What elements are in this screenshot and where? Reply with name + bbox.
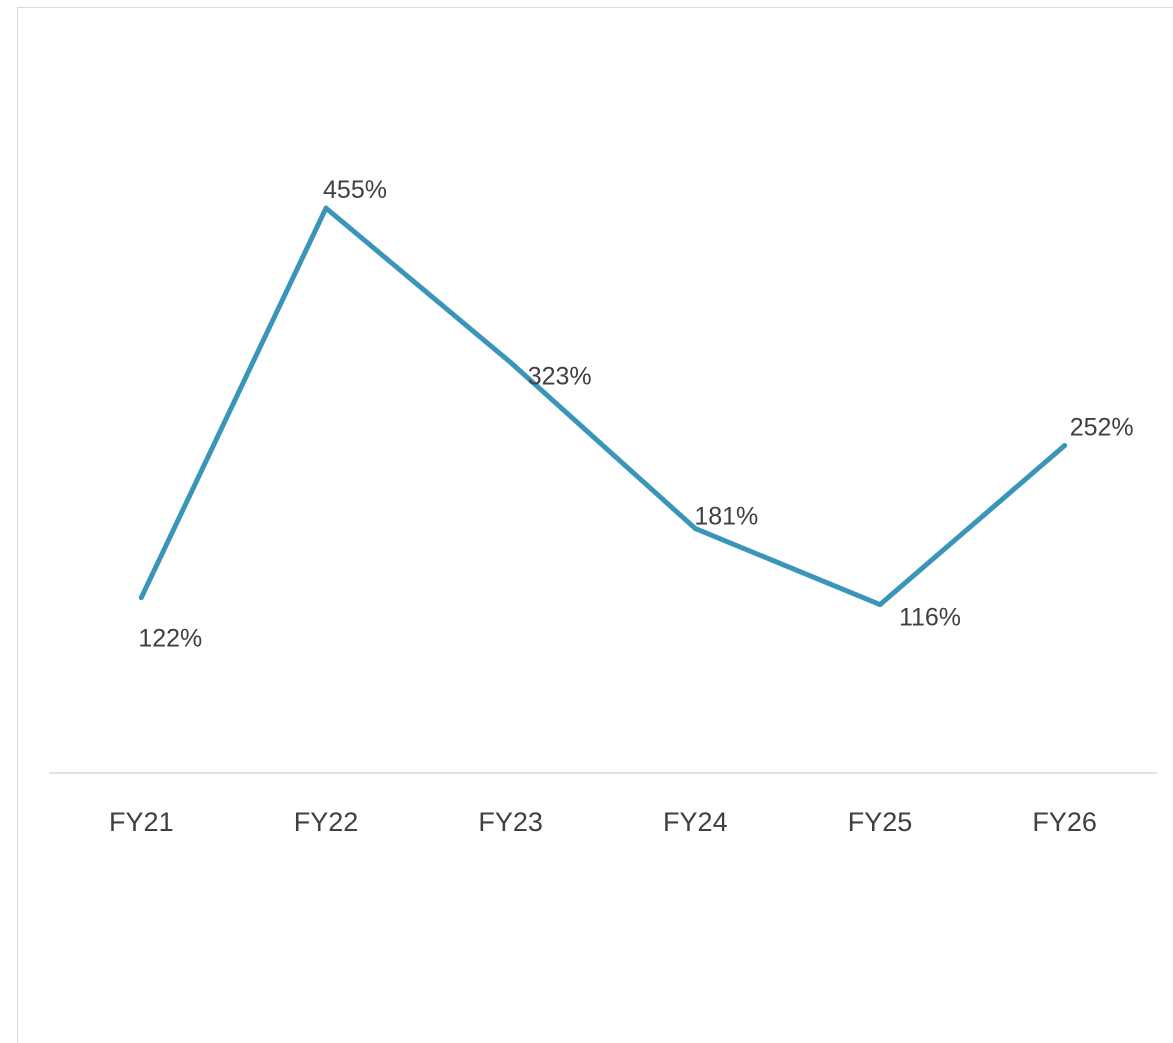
data-label: 252%	[1070, 414, 1134, 442]
data-point	[323, 205, 329, 211]
x-tick-label: FY24	[663, 807, 728, 837]
x-tick-label: FY26	[1032, 807, 1097, 837]
data-label: 455%	[323, 176, 387, 204]
data-label: 181%	[694, 503, 758, 531]
data-label: 116%	[899, 604, 961, 632]
x-tick-label: FY25	[848, 807, 913, 837]
data-point	[877, 602, 883, 608]
data-label: 323%	[528, 362, 592, 390]
x-tick-label: FY22	[294, 807, 359, 837]
data-point	[1062, 443, 1068, 449]
x-tick-label: FY23	[478, 807, 543, 837]
series-line	[138, 205, 1068, 608]
data-point	[138, 595, 144, 601]
data-point	[508, 359, 514, 365]
x-tick-label: FY21	[109, 807, 174, 837]
data-label: 122%	[138, 625, 202, 653]
data-point	[692, 526, 698, 532]
chart-frame	[17, 7, 1173, 1043]
